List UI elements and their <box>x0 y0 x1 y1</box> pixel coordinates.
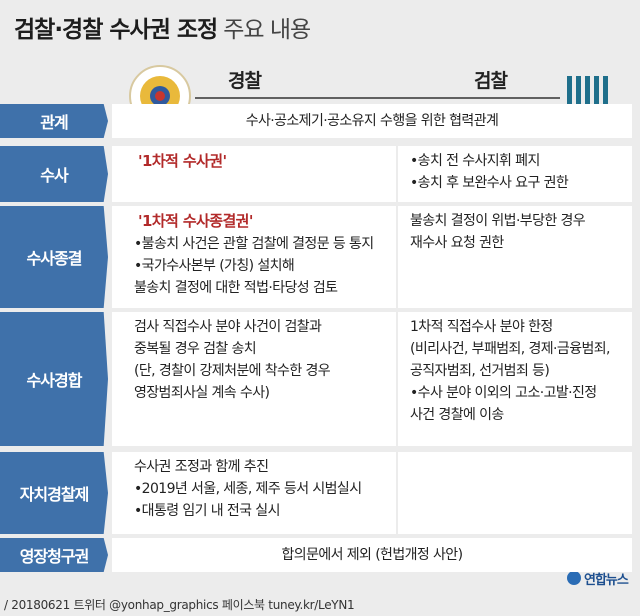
row-label: 영장청구권 <box>0 538 108 572</box>
police-header: 경찰 <box>228 70 262 92</box>
left-text: 중복될 경우 검찰 송치 <box>134 341 257 357</box>
left-text: 수사권 조정과 함께 추진 <box>134 459 269 475</box>
right-text: 불송치 결정이 위법·부당한 경우 <box>410 213 586 229</box>
footer-credit: / 20180621 트위터 @yonhap_graphics 페이스북 tun… <box>4 598 355 612</box>
right-text: •수사 분야 이외의 고소·고발·진정 <box>410 385 597 401</box>
cell-text: 수사·공소제기·공소유지 수행을 위한 협력관계 <box>245 113 499 129</box>
cell-left <box>112 206 396 308</box>
cell <box>112 538 632 572</box>
row-label: 수사경합 <box>0 312 108 446</box>
cell-left <box>112 452 396 534</box>
left-text: 영장범죄사실 계속 수사) <box>134 385 270 401</box>
right-text: •송치 후 보완수사 요구 권한 <box>410 175 569 191</box>
right-text: 1차적 직접수사 분야 한정 <box>410 319 553 335</box>
cell-right <box>398 146 632 202</box>
title-light: 주요 내용 <box>223 17 311 43</box>
right-text: 사건 경찰에 이송 <box>410 407 504 423</box>
left-text: 불송치 결정에 대한 적법·타당성 검토 <box>134 280 338 296</box>
highlight-text: '1차적 수사권' <box>138 152 227 170</box>
title-bold: 검찰·경찰 수사권 조정 <box>14 17 218 43</box>
left-text: •불송치 사건은 관할 검찰에 결정문 등 통지 <box>134 236 374 252</box>
cell-right <box>398 452 632 534</box>
right-text: (비리사건, 부패범죄, 경제·금융범죄, <box>410 341 610 357</box>
row-label: 수사 <box>0 146 108 202</box>
right-text: 공직자범죄, 선거범죄 등) <box>410 363 550 379</box>
cell-text: 합의문에서 제외 (헌법개정 사안) <box>281 547 464 563</box>
left-text: (단, 경찰이 강제처분에 착수한 경우 <box>134 363 331 379</box>
prosecution-header: 검찰 <box>474 70 508 92</box>
left-text: 검사 직접수사 분야 사건이 검찰과 <box>134 319 322 335</box>
right-text: •송치 전 수사지휘 폐지 <box>410 153 540 169</box>
cell-right <box>398 312 632 446</box>
cell-right <box>398 206 632 308</box>
left-text: •국가수사본부 (가칭) 설치해 <box>134 258 295 274</box>
cell-left <box>112 146 396 202</box>
row-label: 수사종결 <box>0 206 108 308</box>
yonhap-logo <box>567 571 581 585</box>
title: 검찰·경찰 수사권 조정 주요 내용 <box>14 10 311 44</box>
left-text: •2019년 서울, 세종, 제주 등서 시범실시 <box>134 481 362 497</box>
footer-logo: 연합뉴스 <box>584 573 629 588</box>
right-text: 재수사 요청 권한 <box>410 235 504 251</box>
highlight-text: '1차적 수사종결권' <box>138 212 253 230</box>
cell-left <box>112 312 396 446</box>
row-label: 관계 <box>0 104 108 138</box>
left-text: •대통령 임기 내 전국 실시 <box>134 503 280 519</box>
cell <box>112 104 632 138</box>
row-label: 자치경찰제 <box>0 452 108 534</box>
prosecution-logo <box>567 76 608 110</box>
